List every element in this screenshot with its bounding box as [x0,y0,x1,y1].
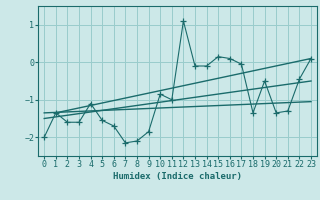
X-axis label: Humidex (Indice chaleur): Humidex (Indice chaleur) [113,172,242,181]
